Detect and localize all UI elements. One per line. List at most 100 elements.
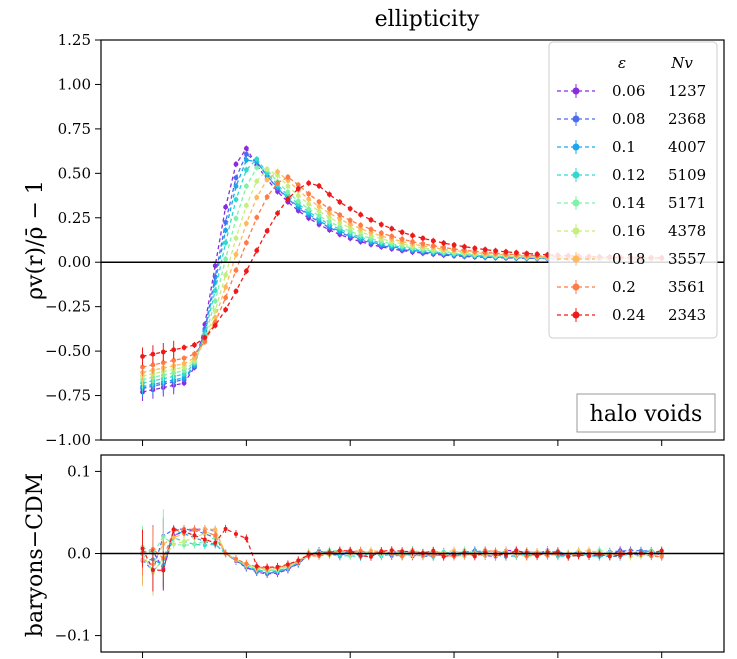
series-point — [410, 233, 415, 238]
series-point — [524, 251, 530, 256]
bottom-series-group — [140, 509, 664, 596]
top-y-tick-label: 0.75 — [58, 120, 91, 138]
series-point — [223, 240, 229, 246]
series-point — [264, 177, 270, 182]
top-y-tick-label: −0.50 — [45, 342, 91, 360]
top-y-label: ρv(r)/ρ̄ − 1 — [23, 180, 48, 300]
series-point — [254, 178, 260, 184]
top-y-axis: −1.00 −0.75 −0.50 −0.25 0.00 0.25 0.50 0.75 1.00… — [45, 31, 101, 449]
legend-eps-0.24: 0.24 — [612, 306, 645, 324]
series-point — [451, 246, 457, 252]
series-point — [171, 347, 177, 353]
series-point — [337, 212, 343, 218]
legend-marker-0.1 — [572, 143, 580, 151]
series-point — [233, 161, 239, 167]
series-point — [254, 215, 260, 220]
series-point — [243, 240, 249, 246]
series-point — [264, 228, 270, 234]
series-point — [378, 222, 384, 227]
series-point — [181, 368, 187, 374]
legend-n-0.06: 1237 — [668, 82, 706, 100]
series-point — [503, 249, 509, 255]
residual-point — [566, 554, 571, 559]
legend-header-n: Nv — [670, 54, 693, 72]
residual-point — [171, 527, 176, 532]
series-line-0.18 — [142, 170, 662, 374]
series-point — [243, 146, 249, 151]
series-point — [243, 203, 249, 208]
series-point — [378, 230, 384, 236]
residual-point — [150, 567, 155, 572]
series-point — [254, 194, 260, 200]
legend-eps-0.08: 0.08 — [612, 110, 645, 128]
legend-marker-0.12 — [572, 171, 580, 179]
legend-header-eps: ε — [618, 54, 626, 72]
series-point — [420, 241, 426, 247]
residual-point — [379, 549, 384, 554]
residual-point — [285, 562, 290, 567]
series-point — [243, 268, 249, 274]
series-point — [306, 180, 312, 186]
series-point — [223, 295, 229, 301]
series-point — [441, 245, 447, 250]
series-point — [358, 226, 363, 232]
legend-n-0.2: 3561 — [668, 278, 706, 296]
series-point — [285, 178, 291, 183]
series-point — [192, 351, 197, 357]
residual-point — [296, 558, 301, 563]
series-point — [493, 248, 498, 254]
series-point — [337, 199, 343, 205]
residual-point — [202, 529, 207, 534]
legend-eps-0.2: 0.2 — [612, 278, 636, 296]
series-point — [150, 362, 156, 368]
series-point — [275, 180, 280, 186]
series-point — [399, 229, 405, 235]
residual-point — [171, 542, 176, 547]
annotation-box — [576, 393, 716, 433]
series-point — [410, 239, 415, 245]
series-point — [462, 244, 467, 250]
series-point — [285, 183, 291, 189]
series-point — [233, 267, 239, 273]
residual-point — [452, 548, 457, 553]
series-point — [306, 191, 312, 197]
residual-point — [431, 548, 436, 553]
series-point — [223, 256, 229, 262]
series-point — [513, 250, 519, 256]
series-point — [295, 182, 301, 188]
series-point — [337, 224, 343, 230]
series-point — [295, 198, 301, 204]
series-point — [306, 206, 312, 212]
series-point — [202, 335, 208, 340]
residual-point — [275, 564, 280, 569]
legend-eps-0.18: 0.18 — [612, 250, 645, 268]
series-point — [223, 227, 229, 233]
series-point — [243, 151, 249, 157]
bottom-y-tick-label: 0.0 — [67, 545, 91, 563]
bottom-panel: −0.1 0.0 0.1 baryons−CDM — [23, 454, 725, 658]
series-point — [212, 298, 218, 304]
legend-n-0.24: 2343 — [668, 306, 706, 324]
residual-point — [389, 548, 394, 553]
legend-n-0.14: 5171 — [668, 194, 706, 212]
residual-point — [202, 537, 207, 542]
series-point — [430, 243, 436, 249]
series-point — [140, 354, 145, 359]
residual-point — [244, 561, 249, 566]
legend-eps-0.12: 0.12 — [612, 166, 645, 184]
series-point — [430, 238, 436, 244]
bottom-axes-frame — [100, 454, 725, 653]
series-point — [212, 315, 218, 320]
series-point — [192, 355, 197, 361]
series-point — [462, 247, 467, 253]
bottom-y-tick-label: 0.1 — [67, 462, 91, 480]
series-point — [254, 165, 260, 170]
series-point — [347, 221, 353, 227]
top-y-tick-label: 0.00 — [58, 253, 91, 271]
series-point — [285, 196, 291, 202]
top-y-tick-label: −0.75 — [45, 387, 91, 405]
series-point — [389, 233, 395, 239]
legend-n-0.18: 3557 — [668, 250, 706, 268]
legend-eps-0.06: 0.06 — [612, 82, 645, 100]
residual-point — [472, 554, 477, 559]
